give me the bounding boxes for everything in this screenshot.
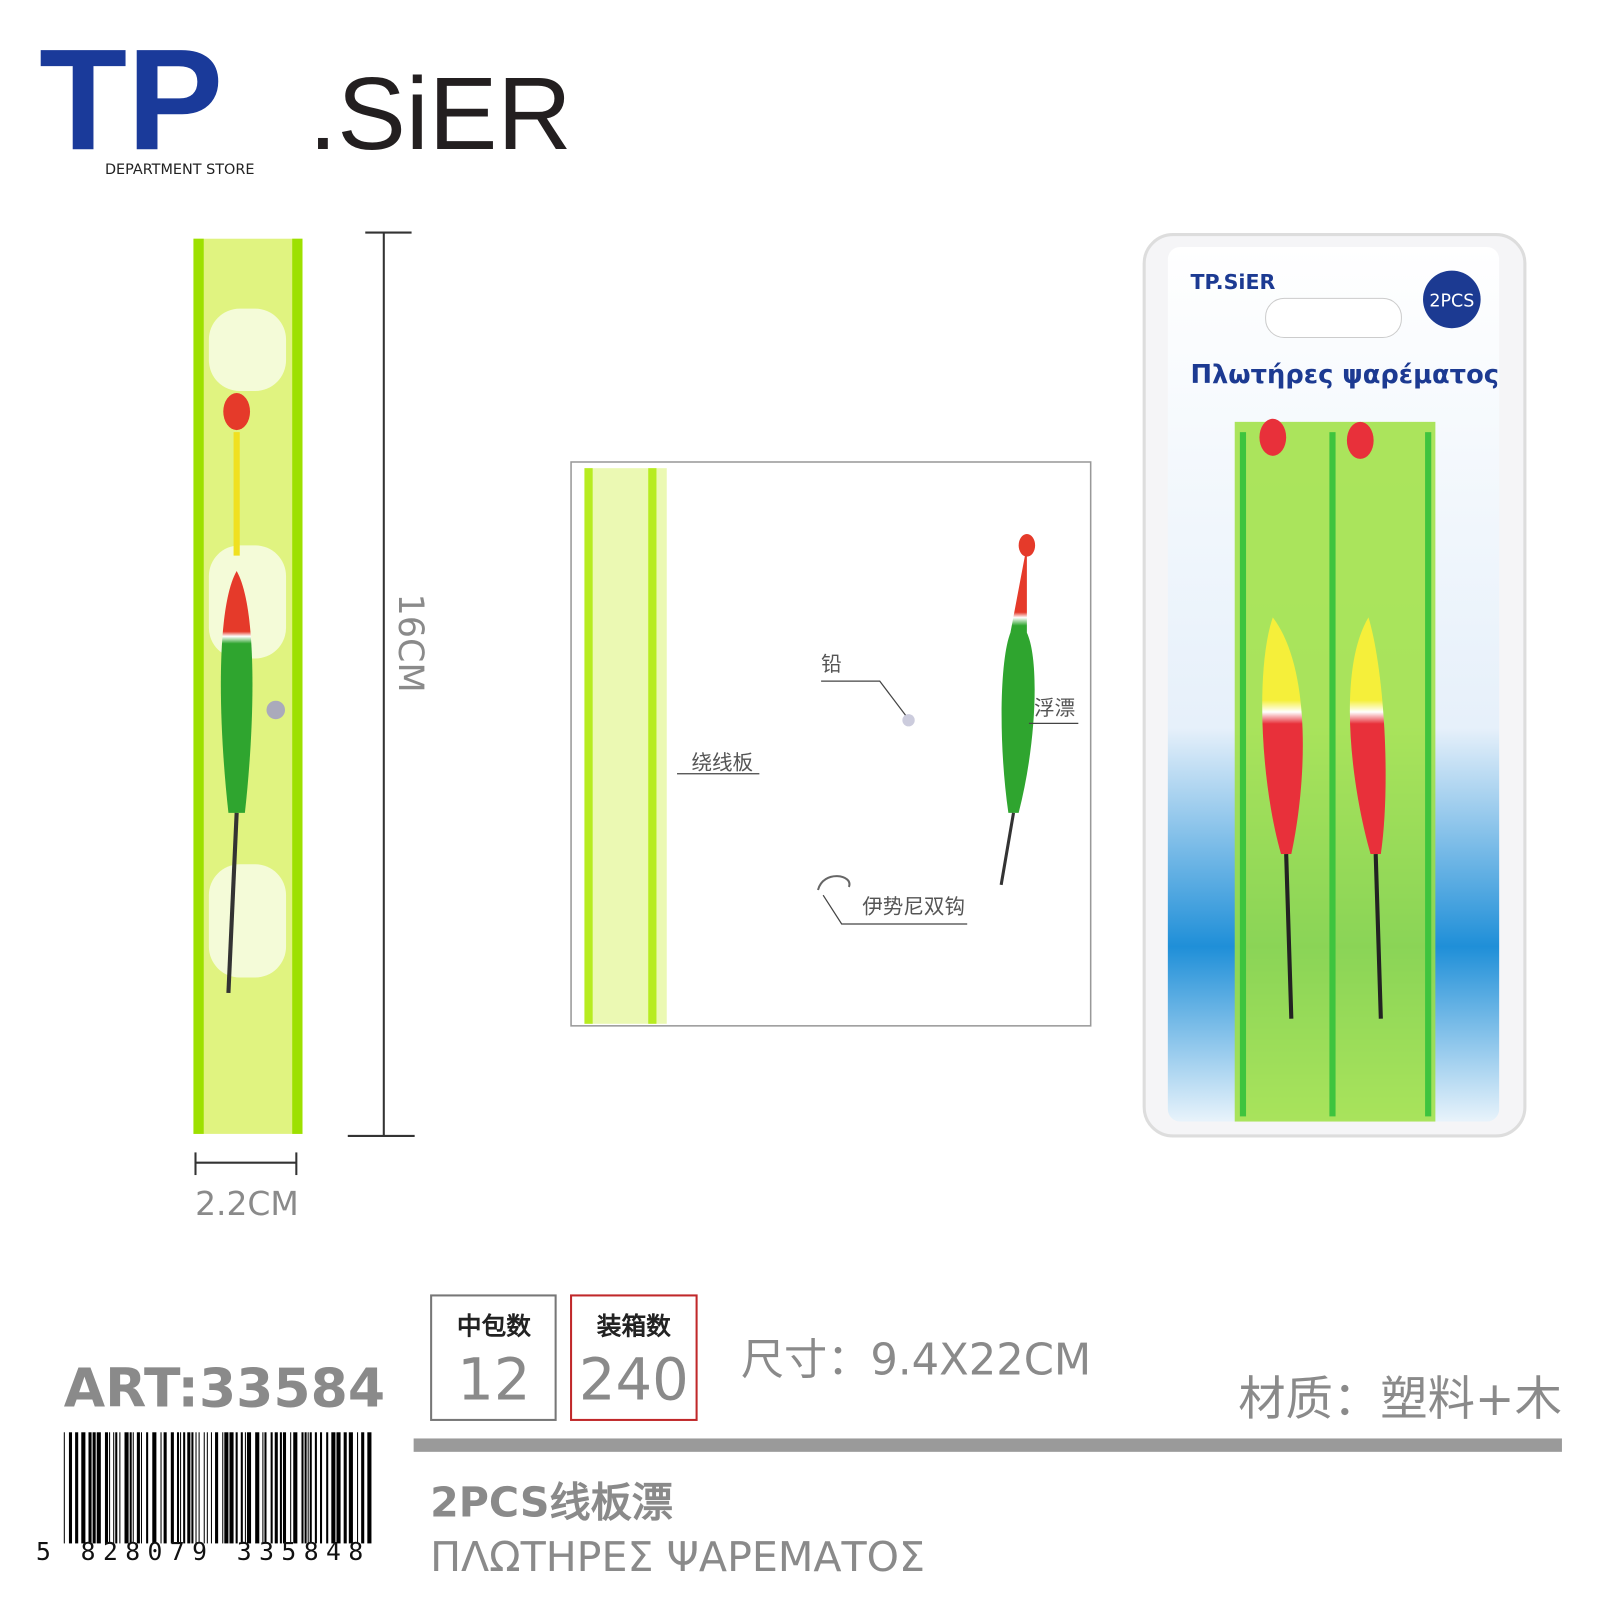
barcode-bar xyxy=(140,1432,142,1544)
inner-pack-box xyxy=(430,1294,557,1421)
logo-tagline: DEPARTMENT STORE xyxy=(105,162,255,178)
barcode-bar xyxy=(187,1432,191,1544)
barcode-digits: 5 828079 335848 xyxy=(36,1537,363,1566)
barcode-bar xyxy=(331,1432,336,1544)
package-logo: TP.SiER xyxy=(1190,270,1275,294)
logo-rest: .SiER xyxy=(309,56,572,171)
barcode-bar xyxy=(235,1432,238,1544)
barcode-bar xyxy=(109,1432,111,1544)
barcode-bar xyxy=(132,1432,134,1544)
barcode-bar xyxy=(104,1432,109,1544)
product-name-gr: ΠΛΩΤΗΡΕΣ ΨΑΡΕΜΑΤΟΣ xyxy=(430,1533,925,1581)
barcode-bar xyxy=(270,1432,273,1544)
barcode-bar xyxy=(152,1432,157,1544)
barcode-bar xyxy=(343,1432,347,1544)
inner-pack-label: 中包数 xyxy=(457,1312,531,1341)
barcode-bar xyxy=(222,1432,224,1544)
barcode-bar xyxy=(282,1432,287,1544)
label-hook: 伊势尼双钩 xyxy=(862,895,965,919)
barcode-bar xyxy=(160,1432,162,1544)
barcode-bar xyxy=(290,1432,292,1544)
barcode-bar xyxy=(215,1432,219,1544)
barcode xyxy=(63,1432,372,1544)
barcode-bar xyxy=(309,1432,312,1544)
barcode-bar xyxy=(92,1432,96,1544)
barcode-bar xyxy=(136,1432,140,1544)
product-name-cn: 2PCS线板漂 xyxy=(430,1479,673,1527)
barcode-bar xyxy=(63,1432,65,1544)
barcode-bar xyxy=(320,1432,323,1544)
barcode-bar xyxy=(262,1432,264,1544)
barcode-bar xyxy=(163,1432,167,1544)
barcode-bar xyxy=(293,1432,298,1544)
barcode-bar xyxy=(314,1432,317,1544)
barcode-bar xyxy=(198,1432,200,1544)
barcode-bar xyxy=(326,1432,329,1544)
barcode-bar xyxy=(96,1432,101,1544)
divider xyxy=(413,1438,1562,1452)
label-lead: 铅 xyxy=(821,652,842,676)
barcode-bar xyxy=(146,1432,149,1544)
barcode-bar xyxy=(255,1432,260,1544)
dimension-lines xyxy=(194,231,415,1176)
barcode-bar xyxy=(68,1432,73,1544)
carton-value: 240 xyxy=(579,1346,689,1413)
barcode-bar xyxy=(246,1432,252,1544)
barcode-bar xyxy=(203,1432,205,1544)
label-spool: 绕线板 xyxy=(691,751,753,775)
barcode-bar xyxy=(274,1432,278,1544)
barcode-bar xyxy=(357,1432,359,1544)
barcode-bar xyxy=(336,1432,341,1544)
barcode-bar xyxy=(240,1432,243,1544)
barcode-bar xyxy=(206,1432,208,1544)
barcode-bar xyxy=(301,1432,304,1544)
barcode-bar xyxy=(224,1432,229,1544)
barcode-bar xyxy=(124,1432,129,1544)
barcode-bar xyxy=(81,1432,86,1544)
package-badge: 2PCS xyxy=(1429,292,1474,312)
barcode-bar xyxy=(361,1432,365,1544)
barcode-bar xyxy=(195,1432,197,1544)
carton-label: 装箱数 xyxy=(597,1312,671,1341)
barcode-bar xyxy=(170,1432,174,1544)
barcode-bar xyxy=(348,1432,353,1544)
barcode-bar xyxy=(119,1432,121,1544)
label-float: 浮漂 xyxy=(1034,696,1075,720)
barcode-bar xyxy=(180,1432,182,1544)
barcode-bar xyxy=(115,1432,118,1544)
article: ART:33584 xyxy=(64,1357,385,1420)
barcode-bar xyxy=(113,1432,115,1544)
package xyxy=(1142,233,1527,1138)
barcode-bar xyxy=(244,1432,246,1544)
barcode-bar xyxy=(264,1432,267,1544)
barcode-bar xyxy=(279,1432,282,1544)
material: 材质：塑料+木 xyxy=(1238,1372,1562,1427)
barcode-bar xyxy=(191,1432,194,1544)
barcode-bar xyxy=(367,1432,372,1544)
barcode-bar xyxy=(229,1432,234,1544)
barcode-bar xyxy=(176,1432,180,1544)
barcode-bar xyxy=(307,1432,309,1544)
callout-lines xyxy=(677,680,1079,925)
carton-box xyxy=(570,1294,698,1421)
barcode-bar xyxy=(304,1432,307,1544)
barcode-bar xyxy=(183,1432,186,1544)
size: 尺寸：9.4X22CM xyxy=(741,1336,1091,1386)
barcode-bar xyxy=(210,1432,212,1544)
height-label: 16CM xyxy=(390,594,430,693)
diagram-spool xyxy=(584,468,1036,1024)
logo-main: TP xyxy=(39,19,223,180)
barcode-bar xyxy=(129,1432,132,1544)
barcode-bar xyxy=(75,1432,79,1544)
spool xyxy=(193,238,303,1134)
barcode-bar xyxy=(88,1432,92,1544)
inner-pack-value: 12 xyxy=(457,1346,530,1413)
width-label: 2.2CM xyxy=(195,1184,299,1223)
package-title: Πλωτήρες ψαρέματος xyxy=(1190,360,1499,390)
